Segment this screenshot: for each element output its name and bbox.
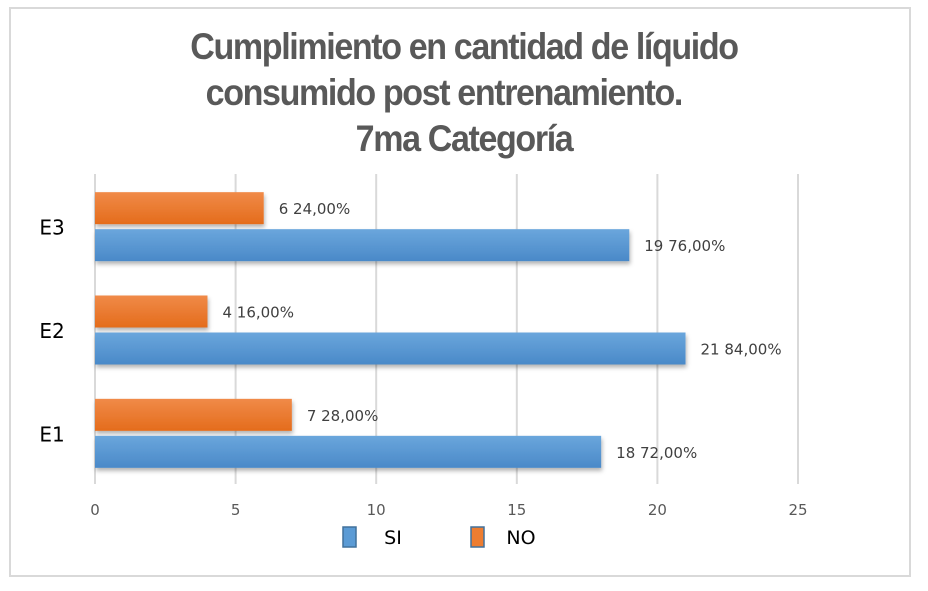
bar-no-e2 <box>95 295 208 328</box>
chart-frame <box>9 7 911 577</box>
bar-si-e1 <box>95 435 602 468</box>
data-label: 6 24,00% <box>279 200 351 218</box>
data-label: 18 72,00% <box>616 444 697 462</box>
category-label: E3 <box>39 216 64 240</box>
y-axis-categories: E1 E2 E3 <box>39 216 64 447</box>
legend-label: NO <box>506 527 535 549</box>
data-label: 7 28,00% <box>307 407 379 425</box>
bar-no-e1 <box>95 398 292 431</box>
bar-si-e2 <box>95 332 686 365</box>
data-label: 19 76,00% <box>644 237 725 255</box>
chart-title-line-1: Cumplimiento en cantidad de líquido <box>190 26 739 67</box>
x-tick-label: 0 <box>90 501 100 519</box>
legend-item-si[interactable]: SI <box>342 526 402 549</box>
category-label: E2 <box>39 319 64 343</box>
x-tick-label: 25 <box>788 501 807 519</box>
chart-title-line-2: consumido post entrenamiento. <box>205 72 723 113</box>
bar-si-e3 <box>95 229 630 262</box>
category-label: E1 <box>39 422 64 446</box>
chart-title: Cumplimiento en cantidad de líquido cons… <box>37 24 891 162</box>
data-label: 4 16,00% <box>222 304 294 322</box>
legend-item-no[interactable]: NO <box>470 526 536 549</box>
data-label: 21 84,00% <box>701 341 782 359</box>
x-tick-label: 10 <box>367 501 386 519</box>
legend-swatch <box>342 526 357 548</box>
chart-title-line-3: 7ma Categoría <box>355 118 574 159</box>
x-tick-label: 15 <box>507 501 526 519</box>
data-labels: 7 28,00% 18 72,00% 4 16,00% 21 84,00% 6 24,0… <box>222 200 781 462</box>
bar-no-e3 <box>95 192 264 225</box>
legend-label: SI <box>384 527 402 549</box>
x-axis-ticks: 0 5 10 15 20 25 <box>90 501 807 519</box>
bars <box>95 192 686 468</box>
x-tick-label: 5 <box>231 501 241 519</box>
legend[interactable]: SI NO <box>342 526 536 549</box>
gridlines <box>94 174 799 484</box>
legend-swatch <box>470 526 485 548</box>
x-tick-label: 20 <box>648 501 667 519</box>
